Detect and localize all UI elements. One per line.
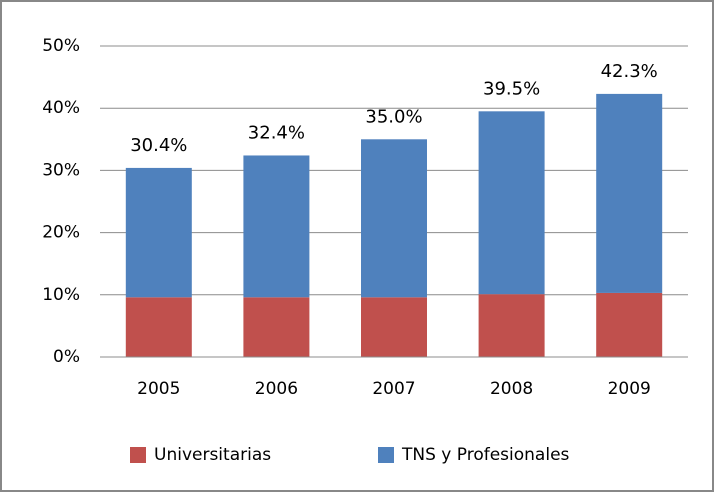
total-label: 39.5% [483,78,540,99]
bar-segment [361,139,427,298]
bar-segment [243,155,310,298]
legend-swatch [130,447,146,463]
legend-label: Universitarias [154,445,271,465]
y-tick-label: 30% [42,160,80,180]
total-label: 32.4% [248,122,305,143]
legend-swatch [378,447,394,463]
total-label: 30.4% [130,135,187,156]
x-tick-label: 2006 [255,379,298,399]
bar-segment [243,297,310,357]
x-tick-label: 2008 [490,379,533,399]
x-tick-label: 2007 [372,379,415,399]
legend-label: TNS y Profesionales [401,445,570,465]
x-tick-label: 2005 [137,379,180,399]
y-tick-label: 40% [42,98,80,118]
bar-segment [596,93,663,293]
bar-segment [361,297,427,357]
bar-segment [125,297,192,357]
bar-segment [596,292,663,357]
y-tick-label: 10% [42,285,80,305]
x-tick-label: 2009 [608,379,651,399]
y-tick-label: 20% [42,223,80,243]
y-tick-label: 50% [42,36,80,56]
total-label: 42.3% [601,61,658,82]
total-label: 35.0% [365,106,422,127]
y-tick-label: 0% [53,347,80,367]
bar-segment [478,111,545,295]
bar-segment [125,167,192,298]
bar-segment [478,294,545,357]
